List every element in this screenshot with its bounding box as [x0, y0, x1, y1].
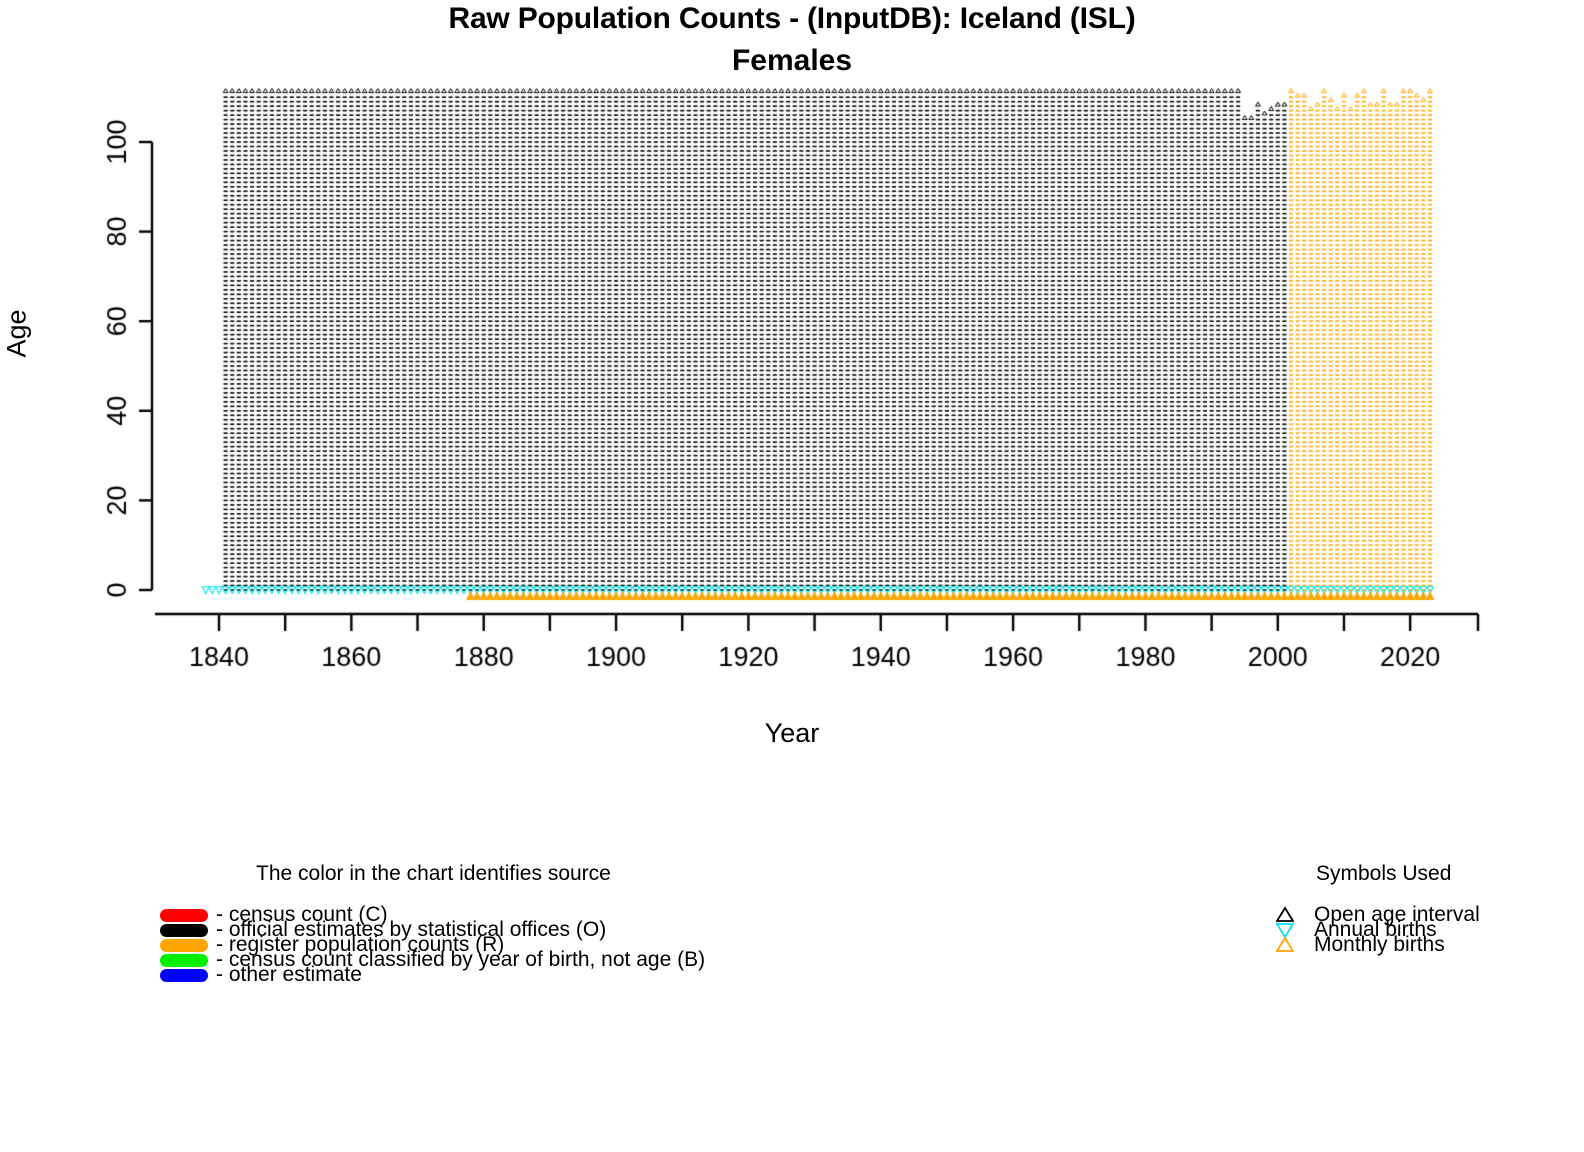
plot-panel: Year Age	[0, 0, 1584, 780]
x-axis-title: Year	[764, 718, 820, 748]
symbol-legend-label: Open age interval	[1314, 903, 1480, 926]
symbol-legend-title: Symbols Used	[1316, 862, 1452, 885]
color-swatch	[160, 924, 208, 937]
lexis-scatter-canvas	[0, 0, 1584, 780]
color-legend-label: - other estimate	[216, 963, 362, 986]
color-legend-label: - official estimates by statistical offi…	[216, 918, 607, 941]
color-swatch	[160, 954, 208, 967]
triangle-up-icon	[1275, 936, 1295, 954]
color-legend-title: The color in the chart identifies source	[256, 862, 611, 885]
symbol-legend-label: Annual births	[1314, 918, 1437, 941]
color-legend-label: - census count classified by year of bir…	[216, 948, 706, 971]
triangle-down-icon	[1275, 921, 1295, 939]
color-swatch	[160, 939, 208, 952]
color-swatch	[160, 909, 208, 922]
color-legend-label: - census count (C)	[216, 903, 388, 926]
y-axis-title: Age	[1, 309, 32, 358]
legend-area: The color in the chart identifies source…	[0, 840, 1584, 1040]
symbol-legend-label: Monthly births	[1314, 933, 1445, 956]
color-legend-label: - register population counts (R)	[216, 933, 505, 956]
triangle-up-icon	[1275, 906, 1295, 924]
color-swatch	[160, 969, 208, 982]
